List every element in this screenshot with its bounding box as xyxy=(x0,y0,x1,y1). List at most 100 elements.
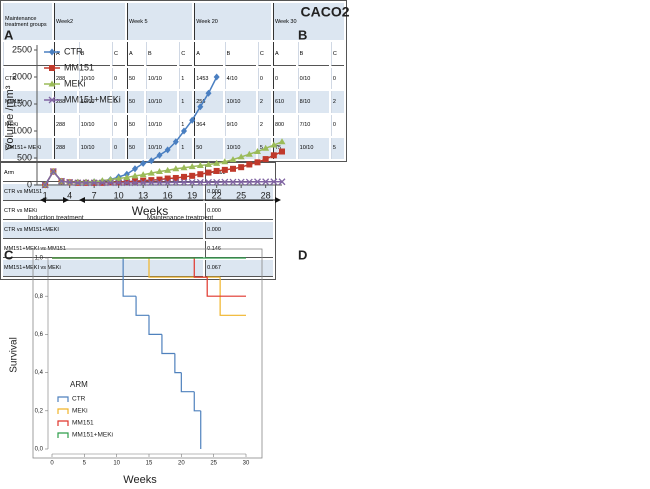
marker xyxy=(221,158,229,165)
y-tick-label: 0,0 xyxy=(35,447,44,453)
survival-step xyxy=(206,277,246,297)
marker xyxy=(140,159,147,167)
table-cell: 10/10 xyxy=(145,91,177,113)
survival-step xyxy=(180,372,195,393)
subheader-cell: A xyxy=(126,42,144,67)
y-axis-label: Volume /mm³ xyxy=(4,85,16,150)
table-cell: 288 xyxy=(54,68,77,90)
legend-marker xyxy=(49,65,55,71)
table-cell: 10/10 xyxy=(78,91,110,113)
survival-step xyxy=(148,258,221,278)
marker xyxy=(230,165,236,172)
legend-label: MM151 xyxy=(72,420,94,427)
survival-step xyxy=(193,391,201,412)
y-tick-label: 500 xyxy=(17,152,32,162)
legend-swatch xyxy=(57,396,69,402)
marker xyxy=(213,178,221,186)
marker xyxy=(90,179,98,187)
legend-label: MEKi xyxy=(64,78,86,88)
marker xyxy=(172,174,179,181)
table-cell: 364 xyxy=(194,114,222,136)
table-cell: CTR vs MM151+MEKI xyxy=(3,222,204,239)
panel-letter: D xyxy=(298,247,307,262)
x-tick-label: 13 xyxy=(138,190,148,200)
table-cell: MM151+MEKI vs MEKi xyxy=(3,260,204,277)
x-tick-label: 10 xyxy=(113,461,120,467)
legend-label: MM151 xyxy=(64,62,94,72)
marker xyxy=(98,179,106,187)
marker xyxy=(205,178,212,186)
marker xyxy=(188,178,196,186)
marker xyxy=(270,141,278,148)
table-cell: 75 xyxy=(272,137,296,159)
marker xyxy=(148,177,155,184)
x-tick-label: 16 xyxy=(163,190,173,200)
x-axis-label: Weeks xyxy=(123,474,157,486)
table-cell: 0/10 xyxy=(297,68,329,90)
marker xyxy=(156,151,163,159)
marker xyxy=(221,166,228,173)
survival-step xyxy=(122,258,137,297)
marker xyxy=(278,178,286,186)
survival-step xyxy=(174,353,182,374)
table-cell: 0 xyxy=(111,137,125,159)
header-cell: Week 20 xyxy=(194,3,271,41)
marker xyxy=(123,178,130,185)
marker xyxy=(115,179,123,187)
survival-step xyxy=(135,296,149,316)
marker xyxy=(132,165,138,173)
marker xyxy=(164,179,172,187)
table-cell: 0 xyxy=(111,68,125,90)
x-tick-label: 4 xyxy=(67,190,72,200)
x-tick-label: 25 xyxy=(236,190,246,200)
subheader-cell: A xyxy=(194,42,223,67)
marker xyxy=(213,167,220,174)
marker xyxy=(189,172,196,179)
marker xyxy=(164,146,171,154)
marker xyxy=(270,178,278,186)
table-cell: 1 xyxy=(179,137,192,159)
marker xyxy=(180,164,188,171)
marker xyxy=(254,148,261,155)
table-cell: 0.000 xyxy=(205,203,273,220)
marker xyxy=(238,164,245,171)
y-tick-label: 2000 xyxy=(12,71,32,81)
survival-step xyxy=(148,315,162,335)
table-row: CTR 288 10/10 0 50 10/10 1 1453 4/10 0 0 0/10 0 xyxy=(3,68,344,90)
x-tick-label: 10 xyxy=(114,190,124,200)
y-tick-label: 2500 xyxy=(12,44,32,54)
x-tick-label: 30 xyxy=(243,461,250,467)
subheader-cell: C xyxy=(111,42,125,67)
marker xyxy=(188,163,196,170)
table-cell: 0 xyxy=(111,91,125,113)
marker xyxy=(131,172,139,179)
marker xyxy=(181,173,187,180)
table-cell: 10/10 xyxy=(224,91,256,113)
table-cell: 4/10 xyxy=(224,68,256,90)
marker xyxy=(213,159,221,166)
marker xyxy=(172,178,180,186)
header-cell: Week 30 xyxy=(272,3,344,41)
marker xyxy=(262,178,270,186)
marker xyxy=(115,175,123,182)
legend-label: CTR xyxy=(72,396,86,403)
x-tick-label: 0 xyxy=(50,461,54,467)
marker xyxy=(156,168,163,174)
annotation: Maintenance treatment xyxy=(147,215,214,222)
table-cell: 5 xyxy=(330,137,344,159)
table-cell: CTR vs MEKi xyxy=(3,203,204,220)
marker xyxy=(41,181,49,189)
table-cell: 10/10 xyxy=(145,114,177,136)
table-cell: 10/10 xyxy=(145,68,177,90)
x-axis-label: Weeks xyxy=(132,204,168,218)
marker xyxy=(205,169,212,176)
marker xyxy=(196,178,204,186)
marker xyxy=(221,178,229,186)
marker xyxy=(164,175,171,182)
panel-letter: A xyxy=(4,27,14,42)
table-cell: MM151 xyxy=(3,91,52,113)
legend-label: CTR xyxy=(64,46,83,56)
table-cell: 10/10 xyxy=(78,114,110,136)
